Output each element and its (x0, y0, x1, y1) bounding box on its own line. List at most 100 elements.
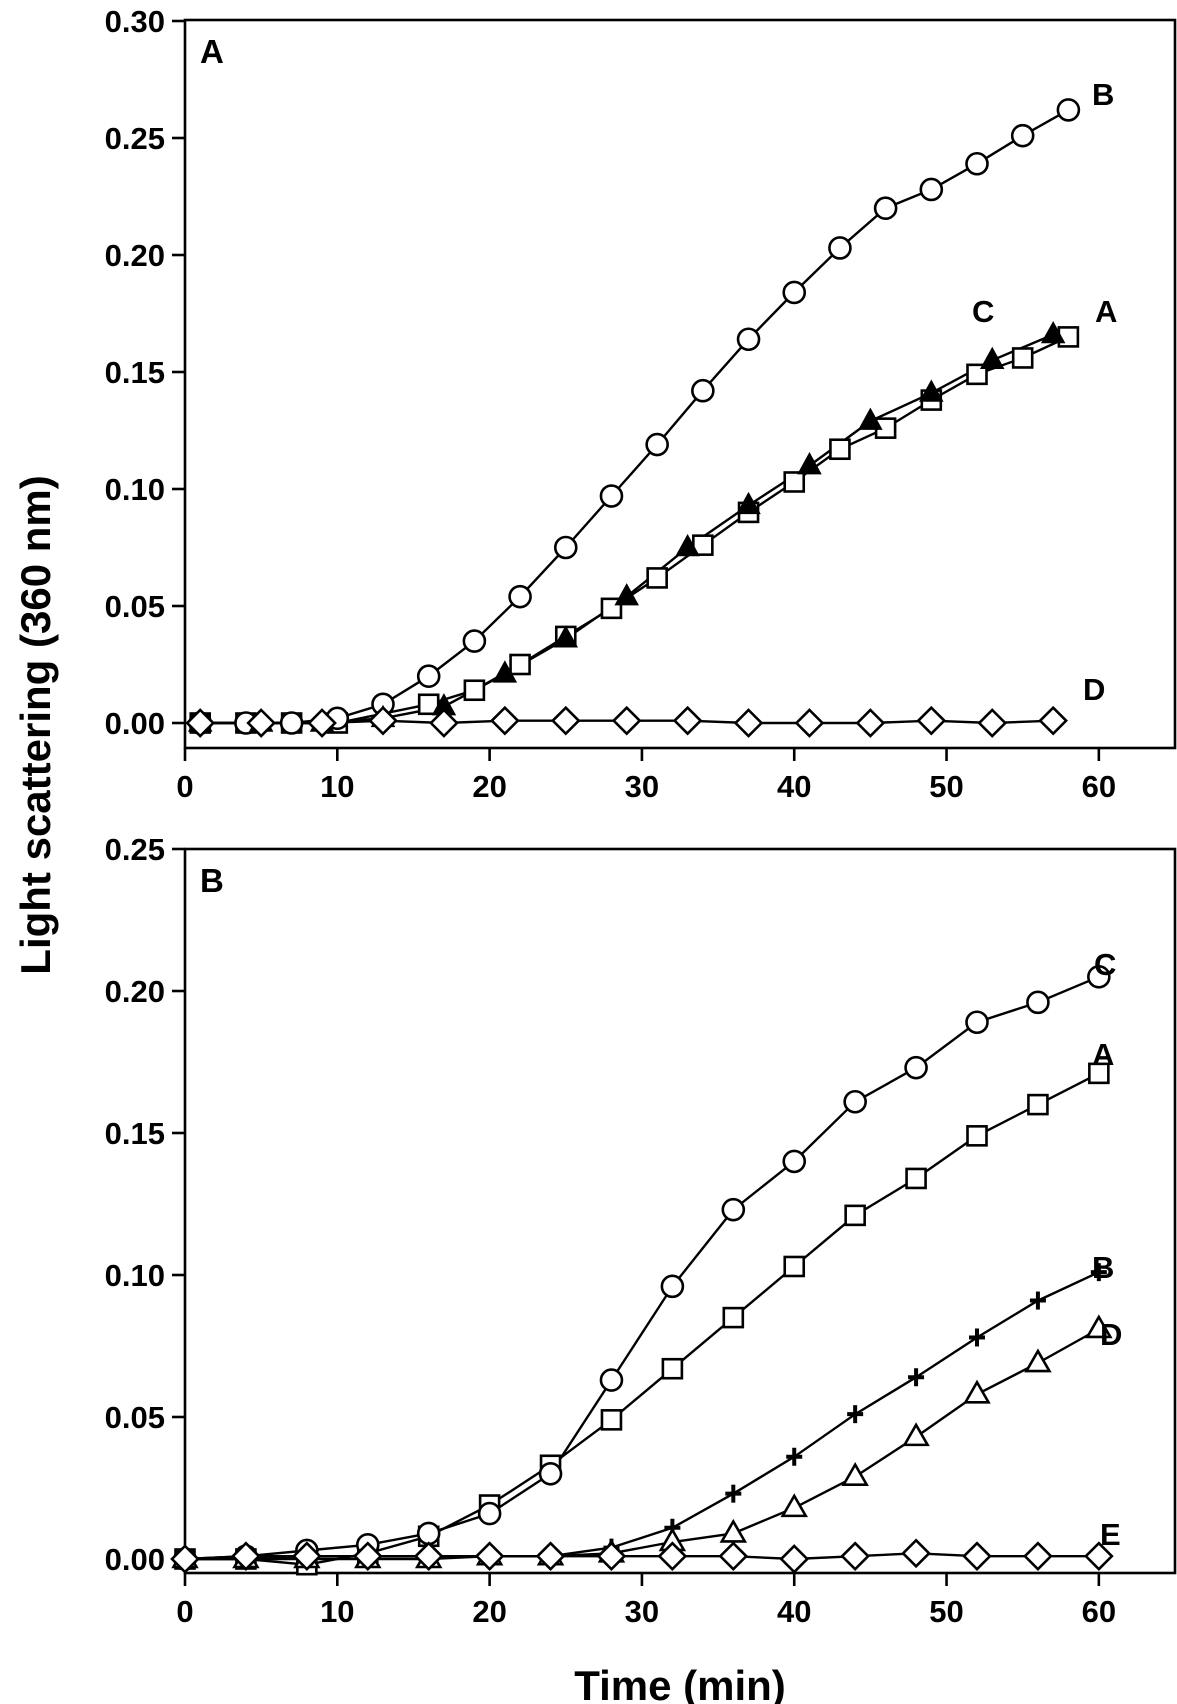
panel-a-series-d-point (429, 708, 459, 738)
panel-b-y-tick-label: 0.05 (105, 1400, 165, 1435)
panel-a-series-d-point (1038, 705, 1068, 736)
panel-b-series-a-point (600, 1409, 623, 1431)
panel-a-series-c-point (1040, 321, 1066, 344)
panel-b-series-e-point (292, 1541, 322, 1571)
panel-a-series-b-point (828, 236, 852, 260)
panel-b-x-tick-label: 60 (1082, 1594, 1116, 1629)
panel-a-series-c-point (919, 379, 944, 402)
panel-a-series-d-point (855, 708, 886, 738)
panel-a-x-tick-label: 20 (472, 769, 506, 804)
panel-b-x-tick-label: 50 (929, 1594, 963, 1629)
panel-b-series-a-point (722, 1306, 745, 1329)
panel-b-series-c-point (782, 1149, 807, 1174)
panel-b-plot-frame (183, 847, 1177, 1575)
panel-a-x-tick-label: 0 (176, 769, 193, 804)
panel-b-series-e-point (596, 1541, 627, 1571)
panel-a-x-tick-label: 10 (320, 769, 354, 804)
panel-a-series-b-point (965, 151, 989, 176)
panel-b-series-c-point (599, 1368, 624, 1392)
panel-b-series-e-point (535, 1541, 566, 1571)
y-axis-title: Light scattering (360 nm) (12, 475, 59, 974)
panel-b-x-tick-label: 20 (472, 1594, 506, 1629)
panel-b-series-e-point (1023, 1541, 1053, 1571)
panel-a-series-a-label: A (1095, 294, 1117, 329)
panel-b-series-e-point (231, 1541, 261, 1571)
panel-a-series-b-point (462, 629, 487, 653)
panel-a-series-b-point (553, 535, 578, 560)
panel-b-y-tick-label: 0.00 (105, 1542, 165, 1577)
panel-a-series-b-point (508, 584, 532, 609)
panel-b-y-tick-label: 0.10 (105, 1258, 165, 1293)
panel-a-series-d-point (246, 708, 276, 738)
panel-a-series-c-point (858, 407, 883, 430)
panel-a-series-b-point (1056, 98, 1081, 122)
panel-a-series-c-point (736, 491, 761, 515)
panel-a-series-a-point (646, 567, 668, 589)
panel-a-series-b-point (416, 664, 441, 689)
panel-b-series-b-label: B (1092, 1250, 1114, 1285)
panel-b-series-b-point (969, 1328, 985, 1347)
panel-a-series-c-label: C (972, 294, 994, 329)
panel-a-series-d-point (672, 705, 703, 736)
panel-a-series-c-point (614, 583, 639, 606)
panel-a-series-d-point (977, 708, 1008, 738)
panel-b-series-d-point (1024, 1348, 1052, 1373)
panel-b-series-e-point (779, 1544, 810, 1574)
panel-b-series-c-line (184, 975, 1100, 1561)
panel-b-series-b-point (725, 1484, 742, 1503)
panel-b-series-d-point (1085, 1314, 1113, 1339)
panel-a-series-b-point (919, 177, 944, 202)
panel-a-series-b-point (645, 432, 669, 457)
panel-b-series-e-point (352, 1541, 383, 1571)
panel-a-series-b-point (691, 378, 715, 403)
panel-b-series-c-point (1026, 990, 1050, 1015)
panel-a-y-tick-label: 0.15 (105, 355, 165, 390)
panel-a-series-b-point (736, 327, 761, 352)
panel-a-series-d-point (550, 705, 581, 736)
panel-b-series-d-point (963, 1379, 991, 1404)
panel-b-series-d-point (719, 1518, 748, 1543)
panel-b-series-a-point (844, 1204, 866, 1227)
panel-b-series-e-point (962, 1541, 992, 1571)
panel-a-x-tick-label: 30 (625, 769, 659, 804)
panel-b-series-c-point (965, 1010, 989, 1035)
panel-b-series-c-point (721, 1197, 746, 1222)
panel-b-series-e-point (1084, 1541, 1114, 1571)
panel-b-series-a-point (905, 1167, 927, 1190)
panel-a-series-a-point (783, 471, 806, 493)
panel-b-series-a-line (185, 1072, 1100, 1566)
panel-a-series-b-point (782, 280, 807, 305)
panel-b-series-b-point (1090, 1263, 1107, 1282)
panel-a-series-b-point (599, 484, 624, 508)
panel-b-series-a-point (661, 1357, 684, 1380)
panel-b-series-d-line (185, 1327, 1100, 1561)
panel-a-series-d-point (307, 708, 337, 738)
panel-a-x-tick-label: 60 (1082, 769, 1116, 804)
panel-a-y-tick-label: 0.25 (105, 121, 165, 156)
panel-a-series-b-line (200, 108, 1069, 725)
panel-a-series-c-point (675, 533, 700, 557)
panel-a-series-d-point (185, 708, 216, 738)
panel-a-series-c-point (797, 452, 822, 475)
panel-b-series-e-point (718, 1541, 749, 1571)
panel-b-y-tick-label: 0.20 (105, 974, 165, 1009)
panel-b-series-e-point (901, 1538, 931, 1569)
panel-a-series-b-point (279, 711, 304, 735)
panel-b-x-tick-label: 0 (176, 1594, 193, 1629)
panel-a-y-tick-label: 0.30 (105, 4, 165, 39)
panel-b-series-c-point (538, 1462, 563, 1486)
panel-b-series-d-point (841, 1462, 869, 1486)
panel-a-series-c-point (553, 625, 579, 648)
panel-b-y-tick-label: 0.15 (105, 1116, 165, 1151)
panel-a-series-a-point (509, 653, 531, 676)
panel-a-series-a-point (1011, 347, 1034, 369)
panel-b-y-tick-label: 0.25 (105, 832, 165, 867)
panel-a-x-tick-label: 40 (777, 769, 811, 804)
panel-b-series-c-point (843, 1089, 867, 1114)
panel-b-series-e-point (170, 1544, 200, 1574)
panel-a-series-a-point (829, 438, 851, 461)
panel-a-y-tick-label: 0.00 (105, 706, 165, 741)
panel-b-series-c-label: C (1094, 947, 1116, 982)
panel-a-series-d-point (733, 708, 764, 738)
